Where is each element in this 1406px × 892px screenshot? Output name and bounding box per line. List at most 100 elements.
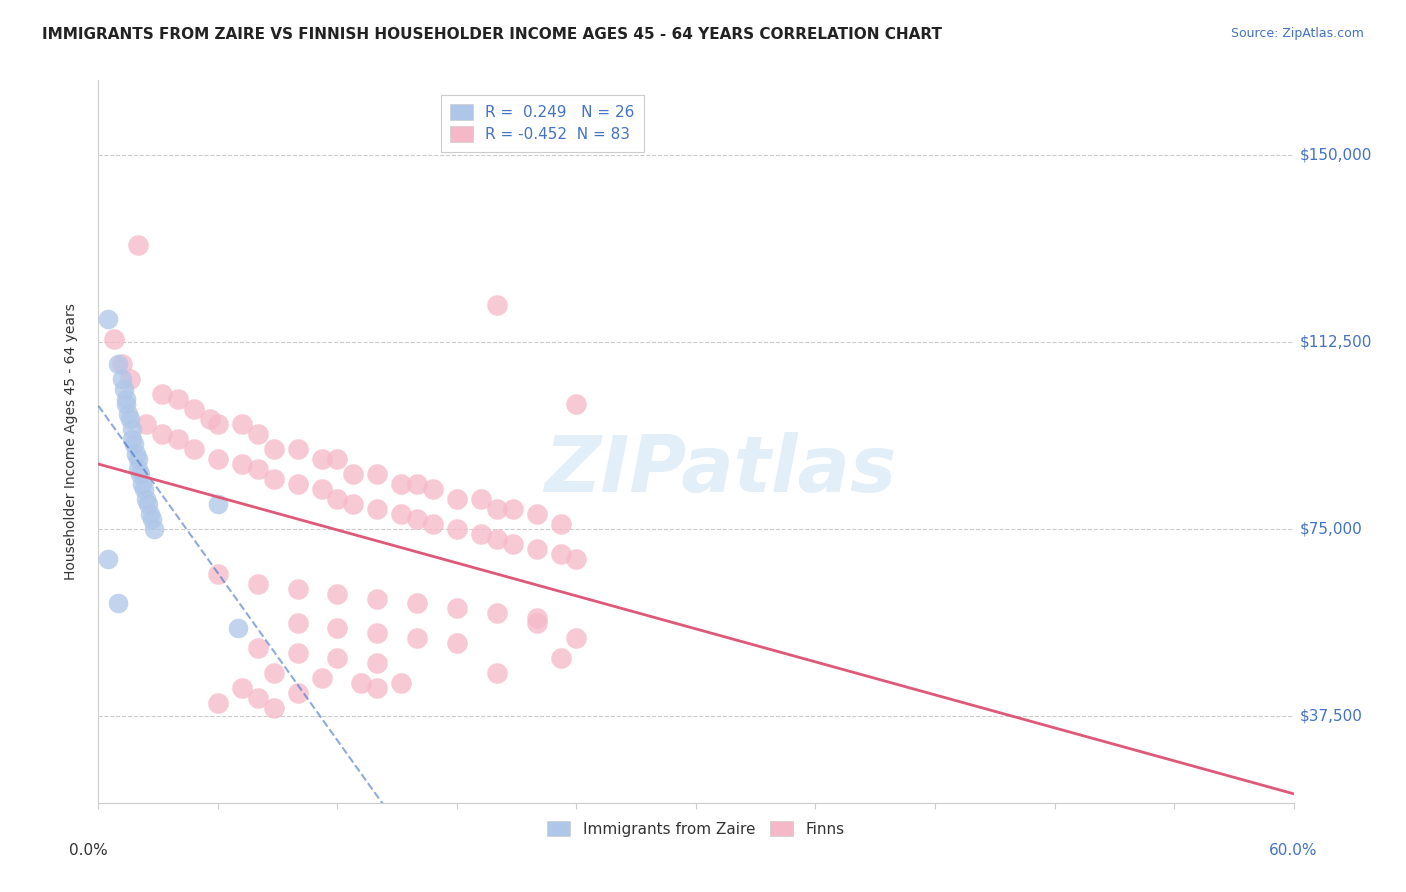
Point: [526, 541, 548, 556]
Point: [115, 397, 138, 411]
Point: [311, 452, 333, 467]
Point: [389, 507, 412, 521]
Text: $37,500: $37,500: [1299, 708, 1362, 723]
Point: [167, 392, 190, 407]
Point: [127, 237, 149, 252]
Point: [326, 651, 349, 665]
Point: [389, 476, 412, 491]
Point: [263, 472, 285, 486]
Text: $75,000: $75,000: [1299, 521, 1362, 536]
Point: [136, 497, 159, 511]
Point: [470, 491, 492, 506]
Point: [198, 412, 221, 426]
Point: [502, 501, 524, 516]
Point: [183, 402, 205, 417]
Point: [526, 507, 548, 521]
Point: [326, 452, 349, 467]
Point: [485, 501, 508, 516]
Point: [366, 657, 388, 671]
Point: [231, 417, 253, 431]
Point: [120, 372, 142, 386]
Point: [107, 597, 129, 611]
Point: [565, 397, 588, 411]
Point: [97, 551, 120, 566]
Point: [112, 382, 135, 396]
Point: [131, 476, 153, 491]
Point: [389, 676, 412, 690]
Point: [231, 681, 253, 696]
Y-axis label: Householder Income Ages 45 - 64 years: Householder Income Ages 45 - 64 years: [63, 303, 77, 580]
Point: [326, 621, 349, 635]
Point: [121, 432, 143, 446]
Text: $150,000: $150,000: [1299, 147, 1372, 162]
Point: [287, 582, 309, 596]
Point: [350, 676, 373, 690]
Point: [117, 407, 139, 421]
Point: [111, 372, 134, 386]
Point: [127, 452, 149, 467]
Text: $112,500: $112,500: [1299, 334, 1372, 350]
Point: [502, 537, 524, 551]
Point: [129, 467, 152, 481]
Point: [141, 512, 163, 526]
Point: [103, 332, 125, 346]
Point: [342, 467, 364, 481]
Point: [406, 512, 429, 526]
Point: [446, 522, 468, 536]
Point: [287, 442, 309, 456]
Point: [143, 522, 166, 536]
Text: ZIPatlas: ZIPatlas: [544, 433, 896, 508]
Point: [125, 447, 148, 461]
Point: [311, 671, 333, 685]
Point: [120, 412, 142, 426]
Point: [207, 566, 229, 581]
Point: [207, 497, 229, 511]
Point: [550, 651, 572, 665]
Point: [246, 576, 269, 591]
Point: [406, 476, 429, 491]
Point: [207, 452, 229, 467]
Point: [287, 686, 309, 700]
Point: [366, 681, 388, 696]
Point: [406, 597, 429, 611]
Point: [167, 432, 190, 446]
Point: [485, 532, 508, 546]
Point: [127, 462, 149, 476]
Point: [111, 357, 134, 371]
Point: [226, 621, 249, 635]
Point: [139, 507, 162, 521]
Point: [565, 632, 588, 646]
Point: [366, 501, 388, 516]
Point: [246, 427, 269, 442]
Point: [565, 551, 588, 566]
Point: [406, 632, 429, 646]
Point: [446, 636, 468, 650]
Point: [97, 312, 120, 326]
Point: [246, 462, 269, 476]
Point: [446, 491, 468, 506]
Text: IMMIGRANTS FROM ZAIRE VS FINNISH HOUSEHOLDER INCOME AGES 45 - 64 YEARS CORRELATI: IMMIGRANTS FROM ZAIRE VS FINNISH HOUSEHO…: [42, 27, 942, 42]
Point: [263, 442, 285, 456]
Point: [366, 591, 388, 606]
Point: [422, 482, 444, 496]
Point: [485, 607, 508, 621]
Text: 60.0%: 60.0%: [1270, 843, 1317, 858]
Point: [287, 646, 309, 660]
Point: [422, 516, 444, 531]
Point: [246, 641, 269, 656]
Point: [485, 297, 508, 311]
Point: [107, 357, 129, 371]
Point: [366, 626, 388, 640]
Point: [150, 387, 173, 401]
Point: [550, 547, 572, 561]
Point: [446, 601, 468, 615]
Point: [150, 427, 173, 442]
Point: [246, 691, 269, 706]
Point: [115, 392, 138, 407]
Legend: Immigrants from Zaire, Finns: Immigrants from Zaire, Finns: [538, 812, 853, 846]
Point: [207, 696, 229, 710]
Point: [207, 417, 229, 431]
Point: [124, 437, 146, 451]
Point: [526, 611, 548, 625]
Point: [342, 497, 364, 511]
